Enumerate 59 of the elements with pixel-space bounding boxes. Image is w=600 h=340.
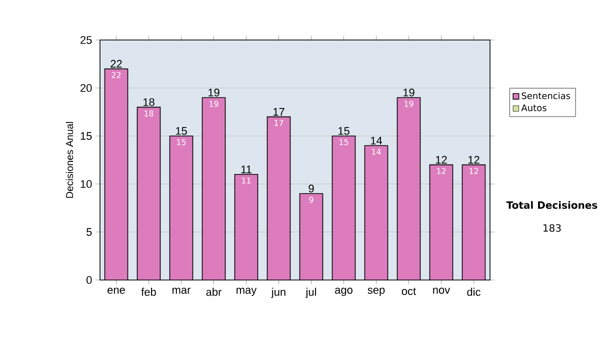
- annotation: 15: [338, 127, 350, 135]
- annotation: 22: [110, 60, 122, 68]
- annotation: 15: [176, 127, 187, 135]
- annotation: 17: [273, 108, 284, 116]
- bar: [267, 116, 290, 280]
- y-axis-title: Decisiones Anual: [66, 122, 74, 198]
- x-tick-label: jul: [305, 288, 316, 298]
- annotation: 18: [143, 98, 154, 106]
- bar: [202, 98, 226, 280]
- data-label: 12: [470, 168, 478, 174]
- data-label: 11: [242, 178, 251, 184]
- bar: [137, 107, 160, 280]
- annotation: 19: [403, 88, 414, 96]
- bar: [397, 98, 420, 280]
- annotation: 9: [308, 184, 314, 192]
- legend-label: Sentencias: [522, 92, 570, 100]
- x-tick-label: dic: [467, 288, 480, 296]
- annotation: 12: [468, 156, 480, 164]
- data-label: 17: [274, 120, 284, 126]
- y-tick-label: 10: [80, 180, 92, 188]
- y-tick-label: 5: [86, 228, 92, 236]
- text: Total Decisiones: [506, 201, 598, 209]
- x-tick-label: nov: [433, 288, 450, 294]
- y-tick-label: 20: [80, 84, 92, 92]
- x-tick-label: oct: [402, 288, 416, 296]
- data-label: 22: [112, 72, 121, 78]
- data-label: 19: [404, 100, 414, 107]
- annotation: 11: [241, 166, 252, 174]
- data-label: 14: [372, 148, 381, 155]
- y-tick-label: 25: [80, 36, 92, 44]
- x-tick-label: mar: [172, 288, 191, 294]
- bar: [300, 194, 323, 280]
- y-tick-label: 0: [86, 276, 92, 284]
- bar: [462, 164, 486, 280]
- x-tick-label: jun: [271, 288, 286, 298]
- bar: [430, 164, 453, 280]
- bar: [104, 68, 128, 280]
- data-label: 19: [210, 100, 218, 107]
- data-label: 12: [437, 168, 446, 174]
- bar: [364, 146, 388, 280]
- x-tick-label: abr: [206, 288, 222, 296]
- data-label: 15: [340, 139, 348, 146]
- x-tick-label: feb: [141, 288, 156, 296]
- x-tick-label: ene: [108, 288, 125, 294]
- data-label: 9: [309, 196, 314, 203]
- legend-label: Autos: [521, 104, 546, 112]
- x-tick-label: sep: [368, 288, 385, 296]
- annotation: 14: [370, 136, 382, 144]
- annotation: 12: [436, 156, 447, 164]
- x-tick-label: may: [236, 288, 257, 296]
- data-label: 18: [144, 110, 154, 116]
- bar: [170, 136, 193, 280]
- data-label: 15: [177, 139, 186, 146]
- annotation: 19: [208, 88, 220, 96]
- text: 183: [544, 224, 561, 232]
- y-tick-label: 15: [80, 132, 92, 140]
- bar: [234, 174, 258, 280]
- x-tick-label: ago: [335, 288, 352, 296]
- bar: [332, 136, 356, 280]
